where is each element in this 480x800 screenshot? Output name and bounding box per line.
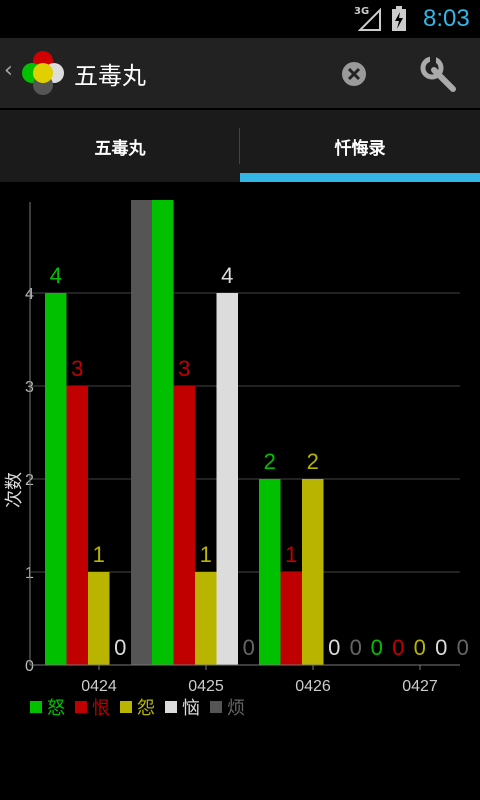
bar [195,572,217,665]
bar [131,200,153,665]
legend-label: 烦 [227,698,245,719]
x-tick-label: 0427 [402,678,438,695]
data-label: 3 [178,356,190,381]
data-label: 0 [435,635,447,660]
back-chevron-icon[interactable]: ‹ [4,58,13,83]
data-label: 1 [285,542,297,567]
clock: 8:03 [423,5,470,32]
wrench-icon[interactable] [420,56,458,94]
bar [88,572,110,665]
data-label: 2 [264,449,276,474]
bar [302,479,324,665]
tab-bar: 五毒丸 忏悔录 [0,110,480,182]
x-tick-label: 0425 [188,678,224,695]
legend-label: 怒 [47,698,65,719]
legend-label: 怨 [137,698,155,719]
action-bar: ‹ 五毒丸 [0,38,480,108]
tab-wudu[interactable]: 五毒丸 [94,138,146,159]
legend-swatch [165,701,177,713]
bar [173,386,195,665]
battery-charging-icon [392,6,406,31]
bar [45,293,67,665]
y-axis-label: 次数 [4,472,25,508]
chart-legend: 怒恨怨恼烦 [30,694,255,720]
data-label: 1 [93,542,105,567]
app-logo-icon[interactable] [20,51,66,97]
legend-swatch [120,701,132,713]
page-title: 五毒丸 [74,62,146,90]
bar [280,572,302,665]
legend-label: 恼 [182,698,200,719]
tab-chanhui[interactable]: 忏悔录 [334,138,386,159]
signal-icon [358,8,381,31]
data-label: 4 [50,263,62,288]
data-label: 0 [350,635,362,660]
bar [259,479,281,665]
bar [216,293,238,665]
data-label: 0 [371,635,383,660]
bar [152,200,174,665]
data-label: 2 [307,449,319,474]
legend-label: 恨 [92,698,110,719]
data-label: 0 [457,635,469,660]
data-label: 3 [71,356,83,381]
x-tick-label: 0426 [295,678,331,695]
legend-swatch [30,701,42,713]
x-tick-label: 0424 [81,678,117,695]
data-label: 0 [392,635,404,660]
legend-swatch [210,701,222,713]
y-tick-label: 0 [25,658,34,675]
data-label: 4 [221,263,233,288]
data-label: 0 [414,635,426,660]
status-bar: 3G 8:03 [0,0,480,38]
network-type: 3G [354,6,370,17]
tab-divider [239,128,240,164]
data-label: 0 [243,635,255,660]
data-label: 0 [328,635,340,660]
data-label: 1 [200,542,212,567]
bar [66,386,88,665]
legend-swatch [75,701,87,713]
data-label: 0 [114,635,126,660]
close-circle-icon[interactable] [340,60,368,88]
tab-selected-indicator [240,173,480,182]
